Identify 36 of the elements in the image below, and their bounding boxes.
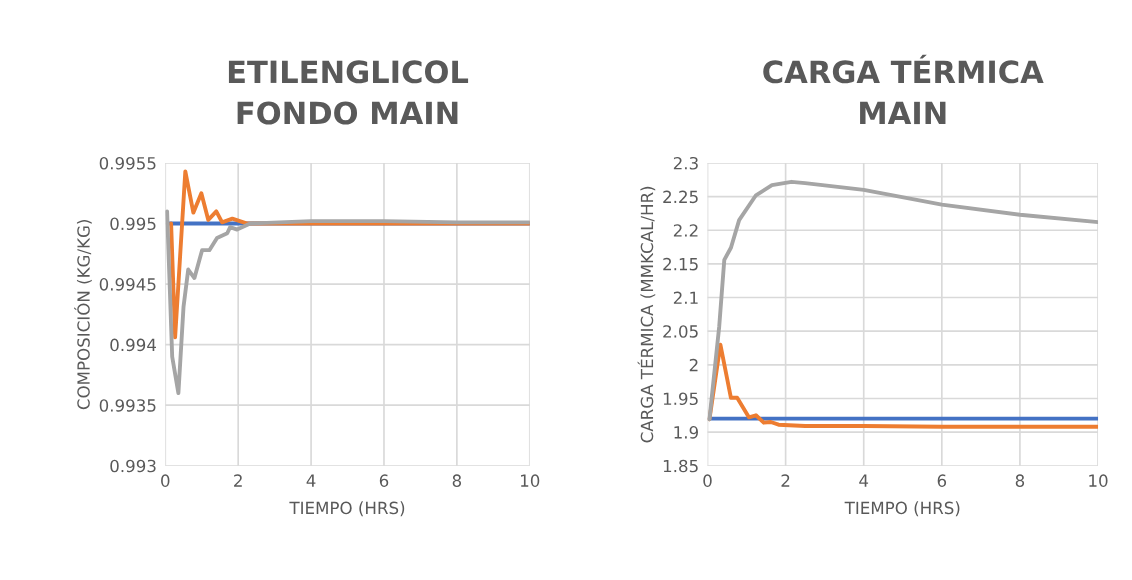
y-axis-title: CARGA TÉRMICA (MMKCAL/HR) [637, 186, 656, 443]
y-tick-label: 0.9945 [99, 278, 156, 291]
x-tick-label: 10 [521, 474, 540, 487]
x-tick-label: 10 [1089, 474, 1108, 487]
x-tick-label: 4 [859, 474, 869, 487]
y-tick-label: 0.9955 [99, 156, 156, 170]
y-tick-label: 1.85 [663, 459, 698, 473]
y-tick-label: 2.2 [673, 224, 698, 237]
line-series [165, 209, 530, 396]
y-tick-label: 1.9 [674, 426, 698, 439]
y-tick-label: 1.95 [663, 392, 698, 406]
y-tick-label: 2.1 [673, 291, 698, 304]
y-tick-label: 0.993 [110, 459, 156, 473]
y-tick-label: 2 [689, 358, 698, 372]
x-tick-label: 6 [937, 474, 947, 487]
y-tick-label: 2.15 [663, 257, 698, 271]
x-axis-title: TIEMPO (HRS) [844, 501, 960, 517]
chart-title: CARGA TÉRMICA MAIN [763, 54, 1044, 125]
line-series [707, 179, 1099, 422]
x-tick-label: 4 [306, 474, 316, 487]
y-tick-label: 2.05 [663, 325, 698, 338]
chart-title: ETILENGLICOL FONDO MAIN [228, 60, 469, 125]
y-tick-label: 2.3 [673, 156, 698, 170]
y-axis-title: COMPOSICIÓN (KG/KG) [74, 220, 92, 410]
x-tick-label: 2 [781, 474, 790, 487]
x-tick-label: 0 [703, 474, 712, 487]
y-tick-label: 0.9935 [99, 399, 156, 412]
x-tick-label: 2 [234, 474, 242, 487]
x-tick-label: 8 [1015, 474, 1025, 487]
x-tick-label: 8 [452, 474, 462, 487]
y-tick-label: 0.994 [110, 338, 156, 352]
x-axis-title: TIEMPO (HRS) [289, 501, 405, 517]
y-tick-label: 0.995 [110, 217, 156, 231]
x-tick-label: 0 [161, 474, 170, 487]
y-tick-label: 2.25 [663, 190, 698, 204]
x-tick-label: 6 [379, 474, 389, 487]
